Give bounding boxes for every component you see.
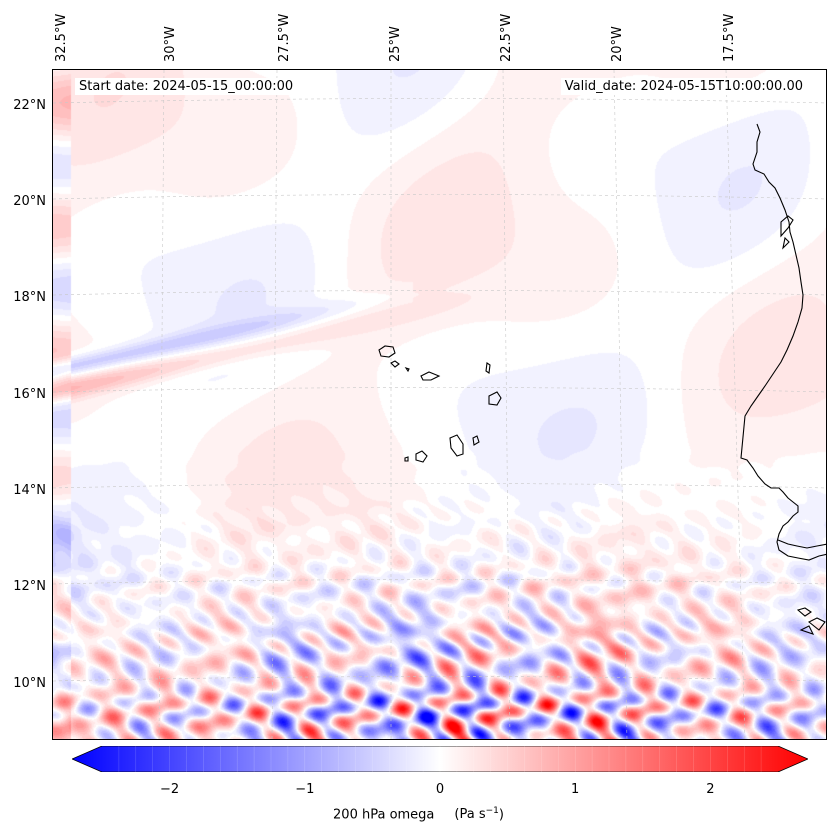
lon-label-32-5w: 32.5°W: [54, 13, 69, 62]
sao-nicolau: [420, 371, 441, 381]
gridline-lon-22-5w: [502, 70, 511, 739]
maio: [472, 435, 480, 446]
bijagos-islands: [796, 607, 826, 635]
colorbar-body: [72, 746, 808, 772]
colorbar-units: (Pa s: [454, 807, 486, 823]
colorbar-units-close: ): [498, 807, 504, 823]
sao-vicente: [390, 360, 400, 368]
lon-label-27-5w: 27.5°W: [277, 13, 292, 62]
lon-label-17-5w: 17.5°W: [722, 13, 737, 62]
colorbar-level-bands: [118, 746, 762, 772]
lon-label-30w: 30°W: [163, 26, 178, 62]
africa-coastline: [740, 123, 826, 561]
gridline-lat-18n: [53, 290, 826, 296]
map-plot-area[interactable]: [52, 69, 827, 740]
gridline-lon-30w: [158, 70, 165, 739]
colorbar-tick-label: 0: [435, 782, 445, 797]
gridline-lat-22n: [53, 98, 826, 104]
fogo: [415, 450, 428, 463]
lat-label-10n: 10°N: [13, 676, 46, 691]
colorbar-tick-label: −1: [295, 782, 315, 797]
gridline-lat-16n: [53, 387, 826, 393]
lat-label-12n: 12°N: [13, 579, 46, 594]
gridlines: [53, 70, 826, 739]
brava: [404, 456, 409, 462]
lat-label-16n: 16°N: [13, 387, 46, 402]
cape-verde-islands: [378, 345, 502, 463]
colorbar-units-exponent: −1: [485, 806, 499, 816]
africa-coastline-south: [777, 539, 826, 549]
colorbar-tick-label: −2: [160, 782, 180, 797]
santo-antao: [378, 345, 396, 358]
lat-label-20n: 20°N: [13, 194, 46, 209]
santa-luzia: [404, 366, 410, 373]
coastlines: [740, 123, 826, 635]
omega-field-raster: [53, 70, 826, 739]
map-overlay: [53, 70, 826, 739]
boa-vista: [488, 391, 502, 406]
start-date-label: Start date: 2024-05-15_00:00:00: [75, 78, 298, 95]
lon-label-20w: 20°W: [610, 26, 625, 62]
gridline-lat-14n: [53, 483, 826, 489]
colorbar-label: 200 hPa omega (Pa s−1): [0, 806, 837, 822]
colorbar: [72, 746, 808, 772]
gridline-lon-17-5w: [725, 70, 746, 739]
colorbar-tick-label: 2: [706, 782, 715, 797]
gulf-coast-detail: [780, 215, 794, 250]
lat-label-22n: 22°N: [13, 98, 46, 113]
gridline-lon-27-5w: [271, 70, 278, 739]
gridline-lat-10n: [53, 676, 826, 682]
lon-label-25w: 25°W: [388, 26, 403, 62]
gridline-lat-12n: [53, 579, 826, 585]
sal: [485, 362, 491, 374]
santiago: [449, 434, 464, 457]
lon-label-22-5w: 22.5°W: [499, 13, 514, 62]
valid-date-label: Valid_date: 2024-05-15T10:00:00.00: [560, 78, 807, 95]
gridline-lon-20w: [613, 70, 628, 739]
lat-label-18n: 18°N: [13, 290, 46, 305]
colorbar-tick-label: 1: [571, 782, 580, 797]
lat-label-14n: 14°N: [13, 483, 46, 498]
colorbar-variable: 200 hPa omega: [333, 807, 435, 823]
gridline-lat-20n: [53, 194, 826, 200]
